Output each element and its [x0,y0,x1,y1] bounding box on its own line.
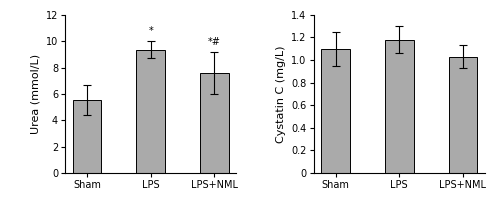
Bar [200,73,228,173]
Y-axis label: Urea (mmol/L): Urea (mmol/L) [30,54,40,134]
Text: *: * [148,26,153,36]
Bar [73,100,102,173]
Bar [322,49,350,173]
Bar [136,50,165,173]
Text: *#: *# [208,37,221,47]
Y-axis label: Cystatin C (mg/L): Cystatin C (mg/L) [276,45,285,143]
Bar [448,57,477,173]
Bar [385,40,414,173]
